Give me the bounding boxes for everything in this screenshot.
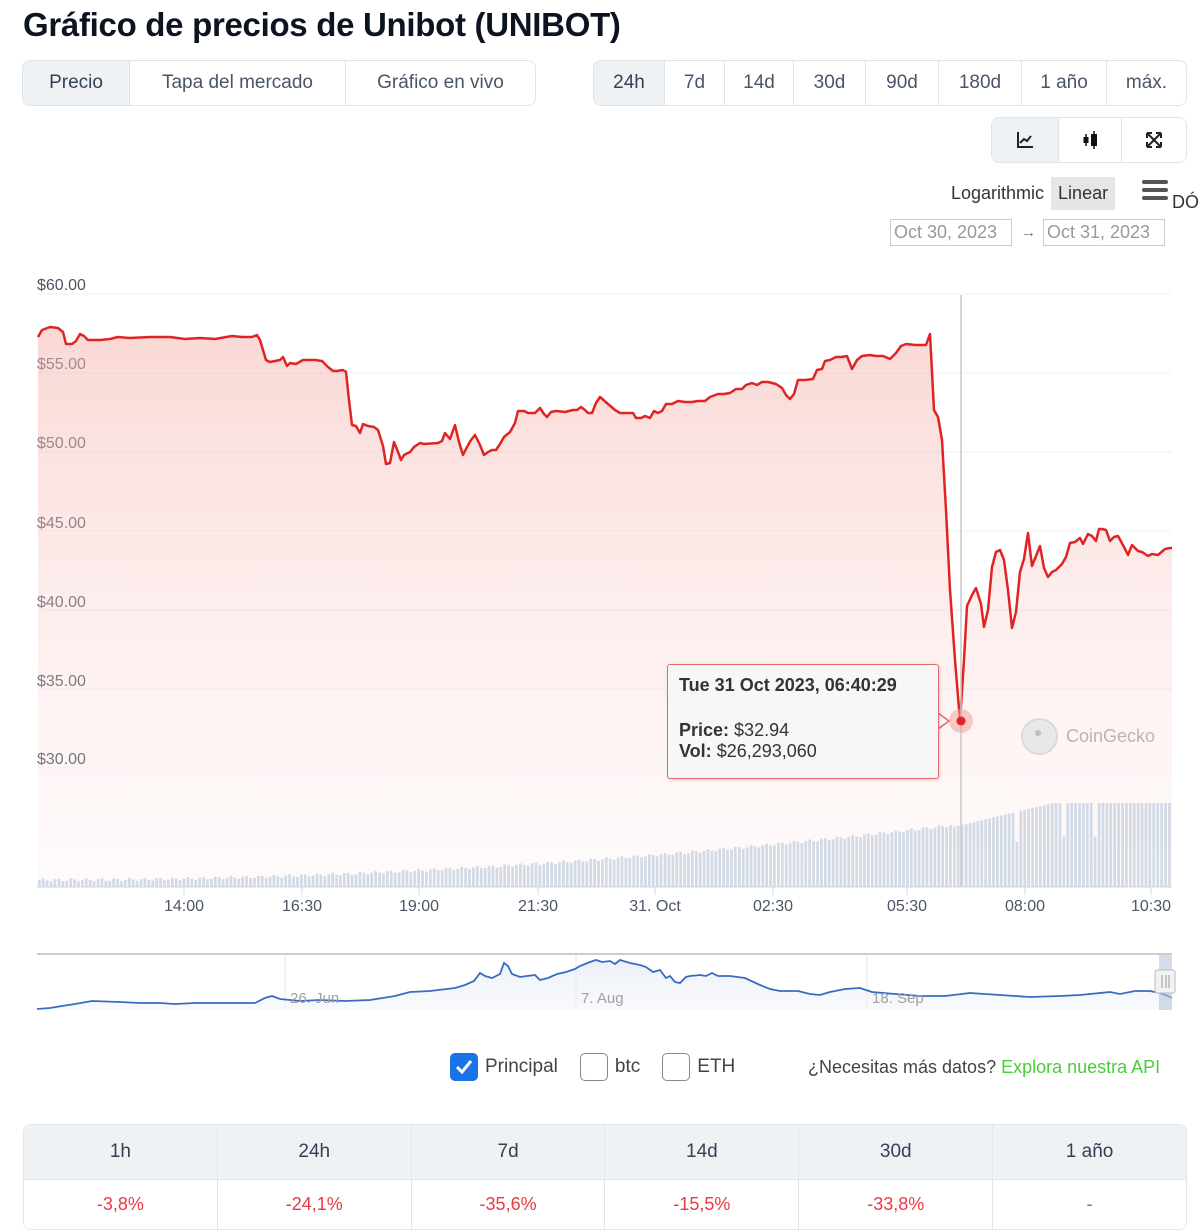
range-24h[interactable]: 24h: [594, 61, 664, 105]
performance-header-row: 1h 24h 7d 14d 30d 1 año: [24, 1125, 1186, 1179]
navigator-label: 18. Sep: [872, 990, 924, 1007]
x-tick: 05:30: [886, 898, 928, 915]
legend-eth[interactable]: ETH: [662, 1053, 735, 1081]
volume-bars: [38, 803, 1171, 887]
legend-label: ETH: [697, 1056, 736, 1077]
x-tick: 31. Oct: [629, 898, 681, 915]
chart-type-selector: [991, 117, 1187, 163]
legend-principal[interactable]: Principal: [450, 1053, 558, 1081]
x-tick: 02:30: [752, 898, 794, 915]
api-prompt-text: ¿Necesitas más datos?: [808, 1057, 997, 1077]
watermark-text: CoinGecko: [1066, 726, 1156, 746]
tooltip-price-label: Price:: [679, 720, 730, 740]
checkbox-principal[interactable]: [450, 1053, 478, 1081]
download-label[interactable]: DÓ: [1172, 192, 1199, 212]
scale-toggle: Logarithmic Linear: [944, 177, 1116, 210]
legend-label: Principal: [485, 1056, 558, 1077]
page-title: Gráfico de precios de Unibot (UNIBOT): [23, 6, 621, 43]
value-30d: -33,8%: [798, 1179, 993, 1229]
date-from-input[interactable]: Oct 30, 2023: [890, 219, 1012, 246]
tooltip-timestamp: Tue 31 Oct 2023, 06:40:29: [679, 675, 897, 695]
price-line: [36, 325, 1172, 723]
price-chart[interactable]: [0, 0, 1200, 1020]
hover-point: [956, 716, 966, 726]
date-range: Oct 30, 2023 → Oct 31, 2023: [890, 219, 1165, 246]
linear-option[interactable]: Linear: [1051, 177, 1116, 210]
coingecko-watermark: CoinGecko: [1021, 718, 1155, 755]
line-chart-icon: [1017, 132, 1033, 148]
navigator-handle[interactable]: [1154, 969, 1176, 994]
api-prompt: ¿Necesitas más datos? Explora nuestra AP…: [808, 1057, 1160, 1078]
api-link[interactable]: Explora nuestra API: [1001, 1057, 1161, 1077]
range-30d[interactable]: 30d: [793, 61, 865, 105]
tab-precio[interactable]: Precio: [23, 61, 129, 105]
header-7d: 7d: [410, 1125, 605, 1179]
x-ticks: [183, 887, 1152, 895]
checkbox-eth[interactable]: [662, 1053, 691, 1081]
x-tick: 14:00: [163, 898, 205, 915]
date-to-input[interactable]: Oct 31, 2023: [1043, 219, 1165, 246]
header-1y: 1 año: [992, 1125, 1186, 1179]
header-30d: 30d: [798, 1125, 993, 1179]
logarithmic-option[interactable]: Logarithmic: [951, 183, 1045, 203]
header-1h: 1h: [24, 1125, 217, 1179]
arrow-right-icon: →: [1021, 224, 1036, 241]
range-7d[interactable]: 7d: [664, 61, 724, 105]
navigator[interactable]: [36, 953, 1176, 1010]
checkbox-btc[interactable]: [579, 1053, 608, 1081]
candlestick-button[interactable]: [1058, 118, 1121, 162]
line-chart-button[interactable]: [992, 118, 1058, 162]
tooltip-price-value: $32.94: [734, 720, 790, 740]
header-14d: 14d: [604, 1125, 799, 1179]
y-tick: $60.00: [37, 277, 86, 294]
navigator-area: [37, 960, 1172, 1010]
time-range-selector: 24h 7d 14d 30d 90d 180d 1 año máx.: [593, 60, 1187, 106]
x-tick: 08:00: [1004, 898, 1046, 915]
tab-live-chart[interactable]: Gráfico en vivo: [345, 61, 535, 105]
range-90d[interactable]: 90d: [865, 61, 938, 105]
coingecko-logo-icon: [1021, 718, 1058, 755]
range-14d[interactable]: 14d: [724, 61, 793, 105]
fullscreen-button[interactable]: [1121, 118, 1186, 162]
tab-market-cap[interactable]: Tapa del mercado: [129, 61, 345, 105]
value-7d: -35,6%: [410, 1179, 605, 1229]
navigator-label: 7. Aug: [581, 990, 624, 1007]
tooltip-vol-value: $26,293,060: [716, 741, 817, 761]
performance-values-row: -3,8% -24,1% -35,6% -15,5% -33,8% -: [24, 1179, 1186, 1229]
navigator-label: 26. Jun: [290, 990, 340, 1007]
performance-table: 1h 24h 7d 14d 30d 1 año -3,8% -24,1% -35…: [23, 1124, 1187, 1230]
navigator-line: [36, 959, 1173, 1010]
x-tick: 10:30: [1130, 898, 1172, 915]
range-1y[interactable]: 1 año: [1021, 61, 1106, 105]
x-tick: 16:30: [281, 898, 323, 915]
chart-tooltip: Tue 31 Oct 2023, 06:40:29 Price: $32.94 …: [667, 664, 939, 779]
tooltip-vol-label: Vol:: [679, 741, 712, 761]
chart-view-tabs: Precio Tapa del mercado Gráfico en vivo: [22, 60, 536, 106]
price-area: [38, 327, 1172, 887]
value-24h: -24,1%: [216, 1179, 411, 1229]
hamburger-menu-icon[interactable]: [1142, 180, 1168, 200]
checkmark-icon: [455, 1060, 473, 1075]
value-1y: -: [992, 1179, 1186, 1229]
range-max[interactable]: máx.: [1106, 61, 1186, 105]
series-legend: Principal btc ETH: [450, 1053, 757, 1081]
x-tick: 19:00: [398, 898, 440, 915]
fullscreen-icon: [1146, 132, 1162, 148]
range-180d[interactable]: 180d: [938, 61, 1021, 105]
legend-label: btc: [614, 1056, 641, 1077]
value-14d: -15,5%: [604, 1179, 799, 1229]
legend-btc[interactable]: btc: [579, 1053, 641, 1081]
header-24h: 24h: [216, 1125, 411, 1179]
x-tick: 21:30: [517, 898, 559, 915]
value-1h: -3,8%: [24, 1179, 217, 1229]
candlestick-icon: [1083, 131, 1097, 149]
